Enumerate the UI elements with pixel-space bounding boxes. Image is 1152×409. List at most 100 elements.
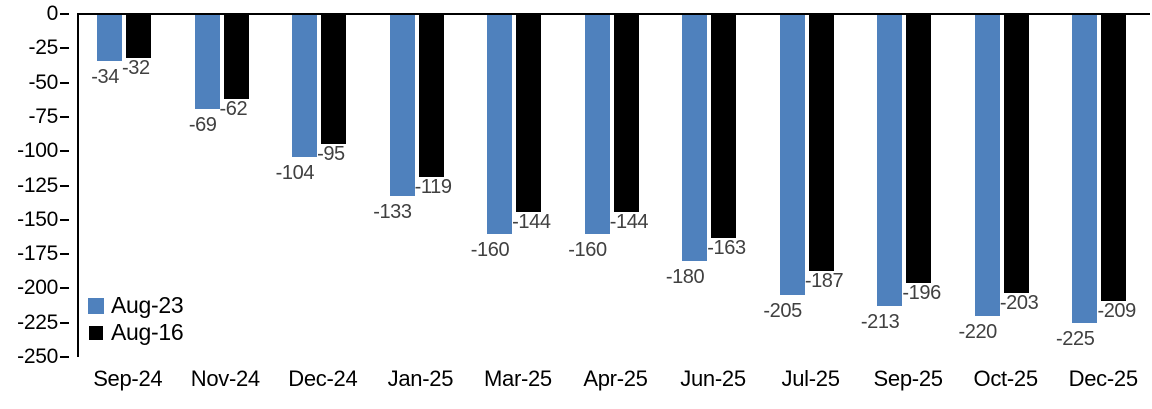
bar-value-label: -213 (860, 311, 900, 334)
bar-group: -104 -95 (274, 14, 372, 357)
x-axis-tick-label: Jun-25 (680, 366, 746, 391)
bar-aug-16[interactable] (418, 14, 444, 178)
bar-aug-16[interactable] (613, 14, 639, 212)
bar-aug-16[interactable] (126, 14, 151, 58)
bar-aug-16[interactable] (1101, 14, 1127, 301)
bar-value-label: -104 (275, 161, 315, 184)
bar-value-label: -95 (317, 143, 345, 166)
x-axis-tick-label: Jan-25 (387, 366, 454, 391)
zero-baseline (79, 13, 1150, 15)
x-axis-tick-label: Apr-25 (583, 366, 648, 391)
bar-value-label: -160 (568, 238, 607, 261)
x-axis-tick-label: Dec-25 (1068, 366, 1138, 391)
y-axis-tick-label: -75 (28, 104, 59, 128)
bar-group: -180 -163 (664, 14, 762, 357)
y-axis-tick-label: -50 (28, 70, 59, 94)
bar-value-label: -205 (763, 300, 802, 323)
x-axis-tick-label: Sep-25 (873, 366, 943, 391)
bar-value-label: -187 (804, 269, 844, 292)
bar-value-label: -69 (188, 113, 217, 136)
y-axis-tick-mark (60, 356, 69, 358)
bar-aug-23[interactable] (487, 14, 513, 234)
y-axis-tick-mark (60, 81, 69, 84)
y-axis-tick-label: -125 (17, 173, 58, 197)
bar-group: -205 -187 (762, 14, 860, 357)
bar-aug-16[interactable] (1003, 14, 1029, 293)
bar-value-label: -203 (999, 291, 1039, 314)
x-axis-tick-label: Jul-25 (781, 366, 840, 391)
x-axis-tick-label: Nov-24 (190, 366, 260, 391)
bar-aug-23[interactable] (877, 14, 903, 307)
bar-value-label: -160 (470, 238, 510, 261)
x-axis-tick-label: Mar-25 (483, 366, 552, 391)
y-axis-tick-label: -225 (17, 310, 58, 334)
y-axis-tick-label: -200 (17, 276, 58, 300)
legend-label-aug-16: Aug-16 (111, 319, 184, 345)
bar-aug-16[interactable] (711, 14, 737, 238)
bar-group: -34 -32 (79, 14, 177, 357)
y-axis-tick-label: 0 (46, 2, 59, 25)
y-axis: 0 -25 -50 -75 -100 -125 -150 -175 -200 -225 -250 (0, 0, 78, 409)
y-axis-tick-mark (60, 150, 69, 153)
legend-swatch-icon-aug-16 (89, 325, 103, 340)
legend-item-aug-16[interactable]: Aug-16 (88, 319, 184, 346)
bar-aug-16[interactable] (321, 14, 347, 145)
bar-value-label: -163 (707, 236, 746, 259)
bar-aug-16[interactable] (516, 14, 542, 212)
bar-aug-23[interactable] (97, 14, 122, 61)
bar-aug-23[interactable] (292, 14, 318, 157)
y-axis-tick-label: -150 (17, 207, 58, 231)
bar-group: -225 -209 (1054, 14, 1152, 357)
bar-aug-23[interactable] (1072, 14, 1098, 323)
bar-group: -160 -144 (469, 14, 567, 357)
y-axis-tick-mark (60, 253, 69, 256)
bar-aug-23[interactable] (194, 14, 220, 109)
legend-swatch-icon-aug-23 (88, 297, 104, 314)
bar-aug-23[interactable] (389, 14, 415, 197)
bar-aug-16[interactable] (223, 14, 249, 100)
bar-aug-23[interactable] (584, 14, 610, 234)
bar-value-label: -144 (512, 210, 551, 233)
bar-value-label: -62 (219, 98, 248, 121)
y-axis-tick-mark (60, 321, 69, 324)
x-axis-tick-label: Sep-24 (93, 366, 163, 391)
y-axis-tick-label: -100 (17, 139, 58, 163)
y-axis-tick-mark (60, 115, 69, 118)
bar-value-label: -133 (373, 201, 412, 224)
y-axis-tick-label: -175 (17, 242, 58, 266)
y-axis-tick-mark (60, 287, 69, 290)
bar-aug-23[interactable] (974, 14, 1000, 316)
bar-group: -213 -196 (859, 14, 957, 357)
y-axis-tick-mark (60, 13, 69, 15)
bar-value-label: -220 (958, 320, 997, 343)
y-axis-tick-mark (60, 184, 69, 187)
plot-area: -34 -32 -69 -62 -104 -95 -133 -119 -160 -144 -160-… (79, 0, 1152, 409)
x-axis-tick-label: Dec-24 (288, 366, 358, 391)
bar-value-label: -119 (414, 176, 452, 199)
bar-group: -160 -144 (567, 14, 665, 357)
bar-aug-23[interactable] (779, 14, 805, 296)
bar-group: -133 -119 (372, 14, 470, 357)
x-axis-tick-label: Oct-25 (973, 366, 1039, 391)
bar-group: -220 -203 (957, 14, 1055, 357)
bar-value-label: -34 (91, 65, 119, 88)
bar-value-label: -180 (665, 265, 705, 288)
y-axis-line (77, 13, 79, 357)
bar-aug-23[interactable] (682, 14, 708, 261)
bar-group: -69 -62 (177, 14, 275, 357)
y-axis-tick-mark (60, 218, 69, 221)
bar-value-label: -196 (902, 281, 941, 304)
bar-value-label: -144 (609, 210, 649, 233)
bar-value-label: -209 (1097, 299, 1136, 322)
legend-item-aug-23[interactable]: Aug-23 (88, 292, 184, 319)
y-axis-tick-label: -250 (17, 345, 58, 368)
bar-aug-16[interactable] (906, 14, 932, 283)
legend: Aug-23 Aug-16 (88, 292, 184, 346)
bar-value-label: -225 (1056, 327, 1095, 350)
legend-label-aug-23: Aug-23 (111, 292, 184, 318)
bar-value-label: -32 (122, 56, 150, 79)
y-axis-tick-mark (60, 47, 69, 50)
bar-aug-16[interactable] (808, 14, 834, 271)
y-axis-tick-label: -25 (28, 36, 59, 60)
